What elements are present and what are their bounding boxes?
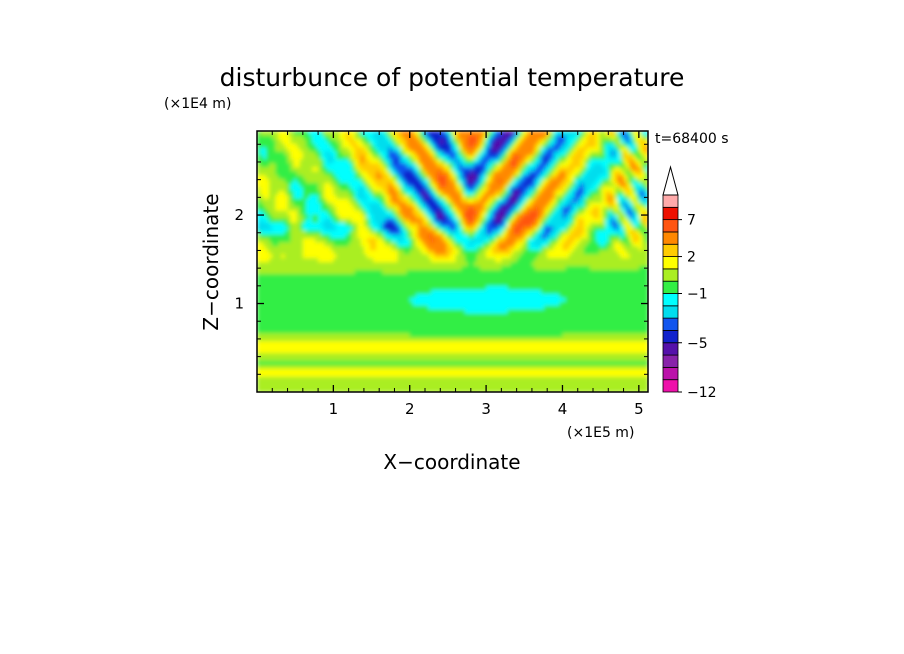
- colorbar-level: [662, 366, 679, 381]
- x-axis-label: X−coordinate: [383, 450, 520, 474]
- colorbar-level: [662, 342, 679, 356]
- colorbar-level: [662, 305, 679, 319]
- colorbar-level: [662, 231, 679, 245]
- colorbar: −12−5−127: [662, 165, 717, 401]
- colorbar-level: [662, 354, 679, 368]
- colorbar-label: 2: [687, 250, 696, 266]
- colorbar-level: [662, 219, 679, 233]
- chart-title: disturbunce of potential temperature: [220, 63, 685, 92]
- colorbar-level: [662, 206, 679, 221]
- colorbar-label: 7: [687, 213, 696, 229]
- colorbar-level: [662, 317, 679, 331]
- x-tick-label: 4: [558, 400, 568, 418]
- colorbar-level: [662, 194, 679, 208]
- x-tick-label: 3: [481, 400, 491, 418]
- y-tick-label: 1: [234, 295, 244, 313]
- y-axis-unit: (×1E4 m): [164, 96, 231, 112]
- y-axis: 12: [234, 143, 648, 375]
- temperature-field: [257, 131, 648, 392]
- x-tick-label: 5: [634, 400, 644, 418]
- colorbar-level: [662, 280, 679, 294]
- colorbar-level: [662, 330, 679, 344]
- time-label: t=68400 s: [655, 131, 729, 147]
- colorbar-level: [662, 256, 679, 270]
- x-axis: 1 2 3 4 5: [271, 131, 644, 418]
- colorbar-label: −5: [687, 336, 708, 352]
- colorbar-label: −12: [687, 385, 717, 401]
- colorbar-level: [662, 293, 679, 307]
- x-tick-label: 2: [405, 400, 415, 418]
- y-tick-label: 2: [234, 206, 244, 224]
- plot-frame: [256, 130, 649, 393]
- colorbar-level: [662, 379, 679, 393]
- y-axis-label: Z−coordinate: [199, 193, 223, 330]
- x-axis-unit: (×1E5 m): [567, 425, 634, 441]
- colorbar-level: [662, 243, 679, 257]
- colorbar-level: [662, 268, 679, 282]
- colorbar-overflow-arrow: [662, 165, 679, 196]
- x-tick-label: 1: [329, 400, 339, 418]
- colorbar-label: −1: [687, 287, 708, 303]
